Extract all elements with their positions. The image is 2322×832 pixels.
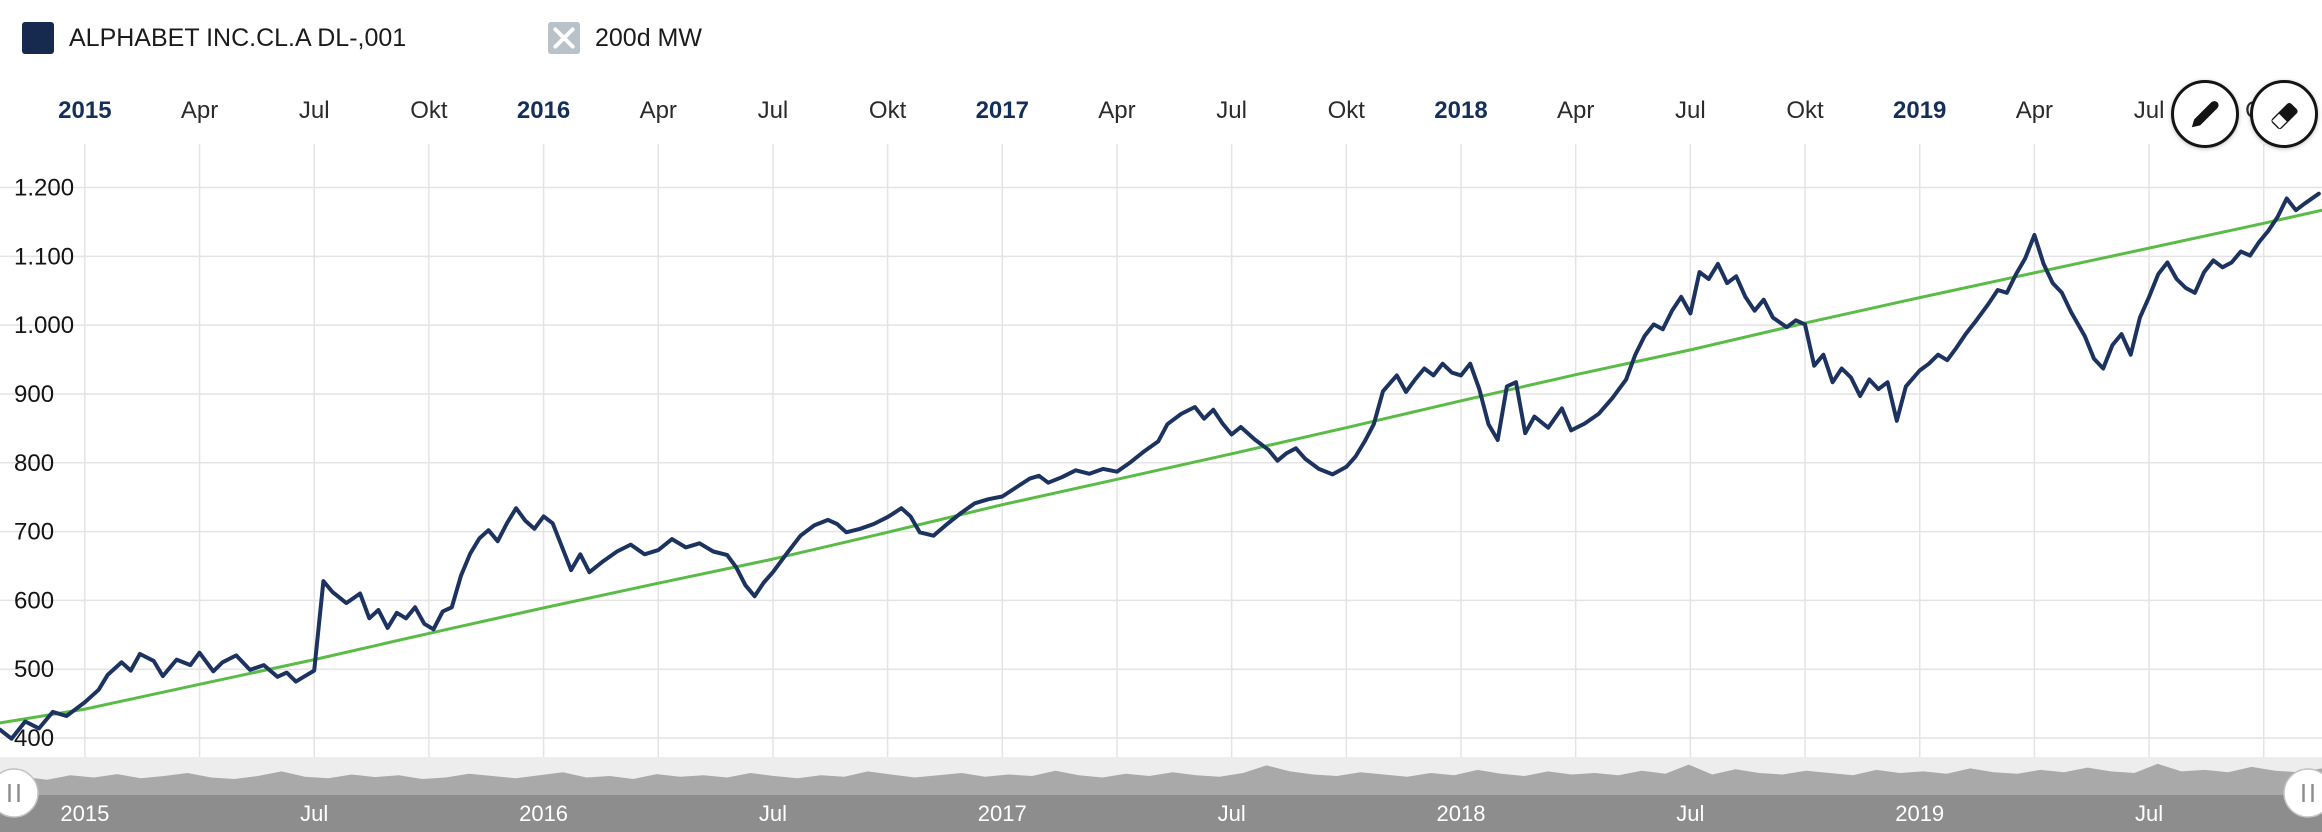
y-axis-label: 900 — [14, 381, 54, 408]
chart-tools — [2171, 80, 2318, 148]
y-axis-label: 700 — [14, 519, 54, 546]
ma-line[interactable] — [0, 208, 2322, 725]
navigator-axis-label: 2018 — [1437, 801, 1486, 826]
legend-item-price[interactable]: ALPHABET INC.CL.A DL-,001 — [22, 22, 406, 54]
legend-item-ma[interactable]: 200d MW — [548, 22, 702, 54]
x-mark-icon — [553, 27, 575, 49]
legend: ALPHABET INC.CL.A DL-,001 200d MW — [0, 22, 2322, 62]
navigator-axis-band — [0, 795, 2322, 832]
navigator-axis-label: 2016 — [519, 801, 568, 826]
eraser-icon — [2271, 102, 2298, 130]
navigator-axis-label: Jul — [1218, 801, 1246, 826]
erase-button[interactable] — [2250, 80, 2318, 148]
navigator-axis-label: 2015 — [60, 801, 109, 826]
x-axis-label: Jul — [2134, 97, 2165, 124]
x-axis-label: Okt — [869, 97, 907, 124]
pencil-icon — [2191, 101, 2219, 128]
x-axis-label: Jul — [1675, 97, 1706, 124]
navigator-area[interactable] — [0, 763, 2322, 795]
y-axis-label: 500 — [14, 656, 54, 683]
x-axis-label: Apr — [1098, 97, 1135, 124]
x-axis-label: 2016 — [517, 97, 570, 124]
ma-series-label: 200d MW — [595, 24, 702, 52]
x-axis-label: Jul — [758, 97, 789, 124]
x-axis-label: 2015 — [58, 97, 111, 124]
x-axis-label: Jul — [299, 97, 330, 124]
navigator-axis-label: Jul — [759, 801, 787, 826]
x-axis-label: 2019 — [1893, 97, 1946, 124]
y-axis-label: 600 — [14, 587, 54, 614]
draw-button[interactable] — [2171, 80, 2239, 148]
x-axis-label: 2018 — [1434, 97, 1487, 124]
x-axis-label: Jul — [1216, 97, 1247, 124]
price-series-swatch — [22, 22, 54, 54]
y-axis-label: 1.000 — [14, 312, 74, 339]
x-axis-label: Apr — [181, 97, 218, 124]
x-axis-label: 2017 — [976, 97, 1029, 124]
navigator-axis-label: Jul — [300, 801, 328, 826]
x-axis-label: Apr — [1557, 97, 1594, 124]
price-line[interactable] — [0, 191, 2321, 741]
y-axis-label: 1.100 — [14, 243, 74, 270]
y-axis-label: 800 — [14, 450, 54, 477]
navigator-axis-label: 2019 — [1895, 801, 1944, 826]
navigator-axis-label: Jul — [1676, 801, 1704, 826]
y-axis-label: 1.200 — [14, 175, 74, 202]
navigator-axis-label: 2017 — [978, 801, 1027, 826]
x-axis-label: Apr — [640, 97, 677, 124]
navigator-axis-label: Jul — [2135, 801, 2163, 826]
x-axis-label: Okt — [410, 97, 448, 124]
x-axis-label: Apr — [2016, 97, 2053, 124]
x-axis-label: Okt — [1786, 97, 1824, 124]
x-axis-label: Okt — [1328, 97, 1366, 124]
ma-series-checkbox — [548, 22, 580, 54]
price-series-label: ALPHABET INC.CL.A DL-,001 — [69, 24, 407, 52]
